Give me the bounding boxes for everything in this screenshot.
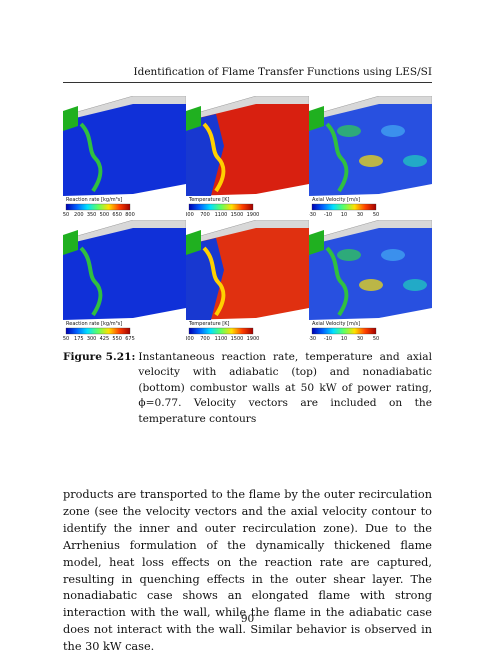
inlet [309, 230, 324, 255]
flame-front [325, 122, 349, 193]
body-paragraph: products are transported to the flame by… [63, 488, 432, 654]
colorbar-tick-label: 350 [87, 212, 97, 218]
velocity-blob [403, 279, 427, 291]
colorbar-tick-label: 1900 [247, 336, 260, 342]
figure-panel: Axial Velocity [m/s] -30 -10 10 30 50 [309, 220, 432, 344]
contour-plane [309, 228, 432, 320]
contour-plane [63, 228, 186, 320]
colorbar-tick-label: 10 [341, 336, 347, 342]
colorbar-tick-label: 200 [74, 212, 84, 218]
colorbar-tick-label: 50 [63, 212, 69, 218]
velocity-blob [359, 155, 383, 167]
colorbar [311, 203, 377, 211]
velocity-blob [381, 249, 405, 261]
colorbar-tick-label: -10 [324, 212, 332, 218]
colorbar-tick-label: 50 [373, 336, 379, 342]
colorbar-label: Reaction rate [kg/m³s] [66, 197, 122, 203]
flame-front [325, 246, 349, 317]
velocity-blob [337, 125, 361, 137]
running-header: Identification of Flame Transfer Functio… [63, 66, 432, 83]
colorbar-tick-label: 50 [373, 212, 379, 218]
figure: Reaction rate [kg/m³s] 50 200 350 500 650 800 T… [63, 96, 432, 344]
colorbar-tick-label: 300 [87, 336, 97, 342]
colorbar-tick-label: 300 [186, 336, 194, 342]
colorbar-tick-label: 700 [200, 336, 210, 342]
colorbar-tick-label: -30 [309, 336, 316, 342]
colorbar-label: Axial Velocity [m/s] [312, 197, 360, 203]
colorbar-tick-label: 30 [357, 336, 363, 342]
colorbar [311, 327, 377, 335]
velocity-blob [359, 279, 383, 291]
colorbar-tick-label: 800 [125, 212, 135, 218]
cold-region [186, 114, 224, 196]
velocity-blob [403, 155, 427, 167]
colorbar-tick-label: 30 [357, 212, 363, 218]
colorbar [65, 327, 131, 335]
colorbar-tick-label: -30 [309, 212, 316, 218]
colorbar-tick-label: 1500 [231, 336, 244, 342]
colorbar-tick-label: 650 [112, 212, 122, 218]
flame-front [79, 122, 103, 193]
colorbar-label: Reaction rate [kg/m³s] [66, 321, 122, 327]
page: Identification of Flame Transfer Functio… [63, 66, 432, 654]
colorbar-tick-label: 675 [125, 336, 135, 342]
colorbar-tick-label: 175 [74, 336, 84, 342]
figure-panel: Axial Velocity [m/s] -30 -10 10 30 50 [309, 96, 432, 220]
inlet [63, 106, 78, 131]
velocity-blob [337, 249, 361, 261]
figure-panel: Reaction rate [kg/m³s] 50 200 350 500 650 800 [63, 96, 186, 220]
inlet [186, 230, 201, 255]
contour-plane [309, 104, 432, 196]
colorbar-label: Axial Velocity [m/s] [312, 321, 360, 327]
flame-front [202, 122, 226, 193]
colorbar-tick-label: 550 [112, 336, 122, 342]
cold-region [186, 238, 224, 320]
colorbar-tick-label: -10 [324, 336, 332, 342]
colorbar [188, 327, 254, 335]
colorbar-tick-label: 50 [63, 336, 69, 342]
inlet [186, 106, 201, 131]
colorbar-tick-label: 10 [341, 212, 347, 218]
colorbar-tick-label: 500 [100, 212, 110, 218]
flame-front [79, 246, 103, 317]
colorbar-tick-label: 700 [200, 212, 210, 218]
colorbar [65, 203, 131, 211]
page-number: 90 [240, 613, 255, 625]
figure-panel: Reaction rate [kg/m³s] 50 175 300 425 550 675 [63, 220, 186, 344]
flame-front [202, 246, 226, 317]
inlet [63, 230, 78, 255]
velocity-blob [381, 125, 405, 137]
contour-plane [63, 104, 186, 196]
colorbar-label: Temperature [K] [188, 321, 229, 327]
colorbar-tick-label: 300 [186, 212, 194, 218]
colorbar-tick-label: 1100 [215, 212, 228, 218]
caption-label: Figure 5.21: [63, 351, 136, 363]
caption: Figure 5.21: Instantaneous reaction rate… [63, 350, 432, 427]
colorbar-label: Temperature [K] [188, 197, 229, 203]
colorbar-tick-label: 1900 [247, 212, 260, 218]
colorbar-tick-label: 425 [100, 336, 110, 342]
inlet [309, 106, 324, 131]
caption-text: Instantaneous reaction rate, temperature… [138, 351, 432, 425]
colorbar-tick-label: 1100 [215, 336, 228, 342]
colorbar [188, 203, 254, 211]
colorbar-tick-label: 1500 [231, 212, 244, 218]
